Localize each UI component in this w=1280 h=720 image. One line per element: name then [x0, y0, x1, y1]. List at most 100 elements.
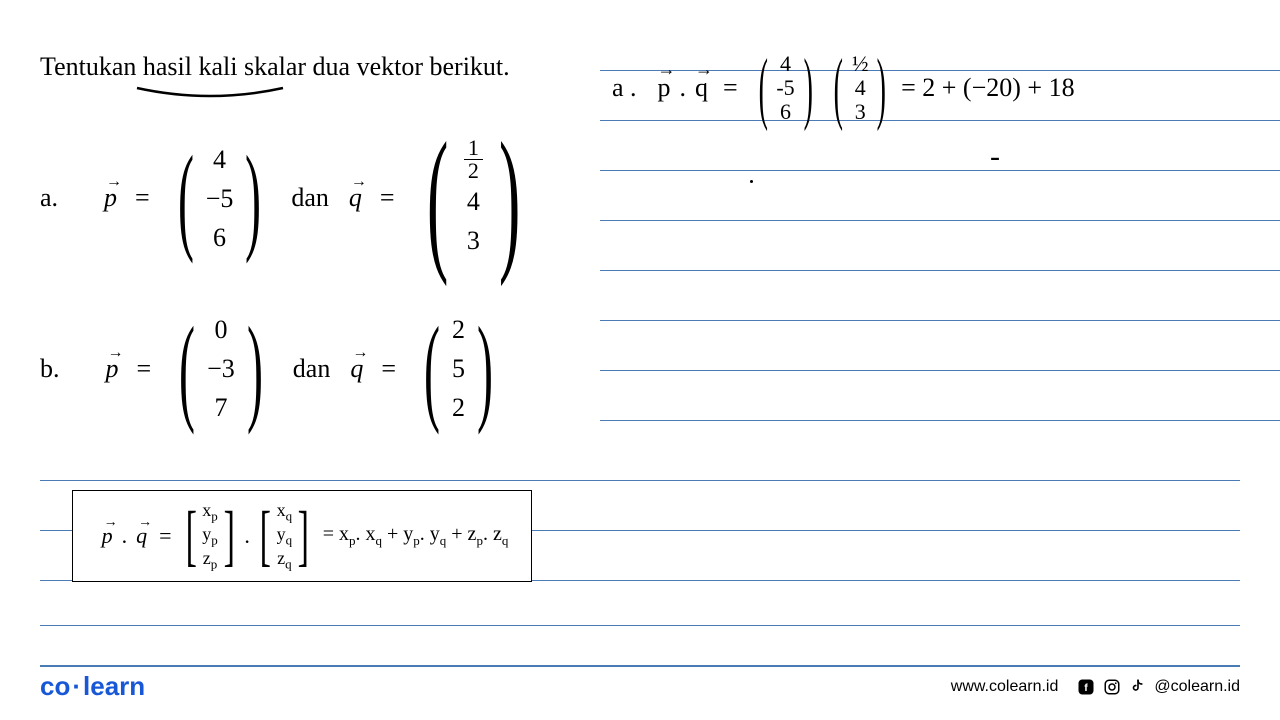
matrix-p-a: ( 4 −5 6 )	[166, 140, 274, 257]
hw-matrix-1: ( 4 -5 6 )	[750, 52, 822, 125]
footer-right: www.colearn.id f @colearn.id	[951, 677, 1240, 697]
cell: -5	[776, 76, 794, 100]
arrow-icon: →	[104, 515, 118, 531]
dan-text: dan	[293, 354, 331, 384]
paren-right: )	[499, 130, 520, 266]
ruled-line	[40, 625, 1240, 626]
paren-left: (	[758, 56, 767, 120]
equals: =	[137, 354, 152, 384]
matrix-q-a: ( 1 2 4 3 )	[411, 130, 537, 266]
cell: yp	[202, 524, 218, 548]
equals: =	[723, 73, 738, 103]
bracket-right: ]	[298, 507, 309, 565]
small-col: xp yp zp	[202, 500, 218, 573]
dot: .	[244, 523, 250, 549]
sub: q	[286, 508, 293, 523]
bracket-left: [	[260, 507, 271, 565]
paren-right: )	[245, 147, 261, 249]
page: Tentukan hasil kali skalar dua vektor be…	[0, 0, 1280, 720]
matrix-col: 2 5 2	[452, 310, 465, 427]
formula-q: → q	[136, 523, 147, 549]
equals: =	[135, 183, 150, 213]
paren-right: )	[477, 318, 493, 420]
formula-rhs: = xp. xq + yp. yq + zp. zq	[323, 523, 509, 549]
sub: p	[211, 557, 218, 572]
ruled-line	[600, 370, 1280, 371]
cell: 4	[467, 182, 480, 221]
sub: p	[211, 533, 218, 548]
ruled-line	[600, 320, 1280, 321]
hw-matrix-2: ( ½ 4 3 )	[825, 52, 895, 125]
hw-p: → p	[658, 73, 671, 103]
ruled-line	[40, 665, 1240, 667]
paren-left: (	[178, 147, 194, 249]
vector-q: → q	[350, 354, 363, 384]
facebook-icon: f	[1076, 677, 1096, 697]
cell: 2	[452, 310, 465, 349]
arrow-icon: →	[658, 59, 676, 80]
svg-text:f: f	[1085, 681, 1089, 693]
small-col: xq yq zq	[277, 500, 293, 573]
paren-left: (	[179, 318, 195, 420]
underline-arc	[135, 86, 285, 100]
cell: 4	[780, 52, 791, 76]
logo: co·learn	[40, 671, 145, 702]
cell: xq	[277, 500, 293, 524]
hw-label: a .	[612, 73, 637, 103]
arrow-icon: →	[695, 59, 713, 80]
hw-dash: -	[990, 140, 1000, 174]
paren-left: (	[427, 130, 448, 266]
cell: 7	[214, 388, 227, 427]
cell: ½	[852, 52, 869, 76]
cell: 4	[213, 140, 226, 179]
hw-q: → q	[695, 73, 708, 103]
paren-left: (	[834, 56, 843, 120]
ruled-line	[600, 420, 1280, 421]
matrix-q-b: ( 2 5 2 )	[412, 310, 505, 427]
label-a: a.	[40, 183, 58, 213]
arrow-icon: →	[108, 344, 124, 362]
question-text: Tentukan hasil kali skalar dua vektor be…	[40, 52, 510, 82]
bracket-matrix-p: [ xp yp zp ]	[180, 500, 241, 573]
footer: co·learn www.colearn.id f @colearn.id	[40, 671, 1240, 702]
logo-dot: ·	[72, 671, 81, 701]
vector-p: → p	[104, 183, 117, 213]
cell: zq	[277, 548, 292, 572]
tiktok-icon	[1128, 677, 1148, 697]
numerator: 1	[464, 137, 483, 160]
footer-handle: @colearn.id	[1154, 678, 1240, 696]
dot: .	[680, 73, 687, 103]
cell: zp	[203, 548, 218, 572]
ruled-line	[600, 220, 1280, 221]
handwritten-work: a . → p . → q = ( 4 -5 6 ) ( ½ 4 3	[612, 52, 1075, 125]
dot: .	[122, 523, 128, 549]
equals: =	[159, 523, 171, 549]
label-b: b.	[40, 354, 60, 384]
formula-box: → p . → q = [ xp yp zp ] . [ xq yq zq ]	[72, 490, 532, 582]
dan-text: dan	[291, 183, 329, 213]
footer-url: www.colearn.id	[951, 678, 1059, 696]
hw-col: 4 -5 6	[776, 52, 794, 125]
vector-q: → q	[349, 183, 362, 213]
bracket-right: ]	[223, 507, 234, 565]
matrix-col: 0 −3 7	[207, 310, 235, 427]
ruled-line	[40, 480, 1240, 481]
social-icons: f @colearn.id	[1076, 677, 1240, 697]
vector-p: → p	[106, 354, 119, 384]
cell: 3	[467, 221, 480, 260]
fraction: 1 2	[464, 137, 483, 182]
bracket-left: [	[185, 507, 196, 565]
matrix-col: 4 −5 6	[206, 140, 234, 257]
problem-a: a. → p = ( 4 −5 6 ) dan → q = ( 1 2	[40, 130, 540, 266]
sub: q	[286, 533, 293, 548]
instagram-icon	[1102, 677, 1122, 697]
paren-left: (	[424, 318, 440, 420]
cell: 5	[452, 349, 465, 388]
cell: −3	[207, 349, 235, 388]
cell: yq	[277, 524, 293, 548]
arrow-icon: →	[106, 173, 122, 191]
arrow-icon: →	[138, 515, 152, 531]
bracket-matrix-q: [ xq yq zq ]	[254, 500, 315, 573]
paren-right: )	[247, 318, 263, 420]
problem-b: b. → p = ( 0 −3 7 ) dan → q = ( 2 5 2	[40, 310, 509, 427]
